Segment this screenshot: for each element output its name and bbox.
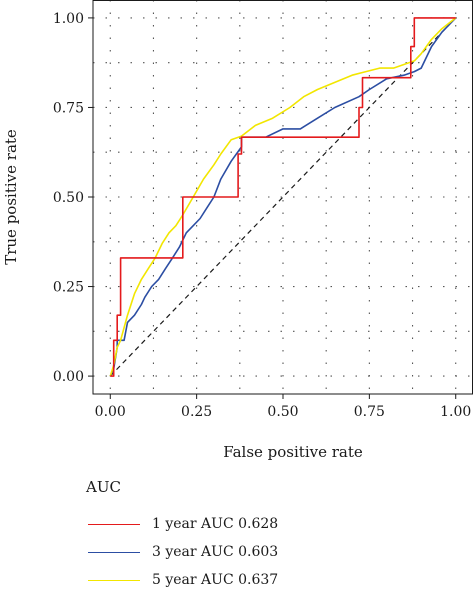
legend-item-3-year: 3 year AUC 0.603 xyxy=(86,538,278,566)
y-tick-label: 0.25 xyxy=(53,280,84,296)
roc-line-1-year xyxy=(110,17,456,377)
legend: AUC 1 year AUC 0.628 3 year AUC 0.603 5 … xyxy=(86,478,278,594)
legend-item-1-year: 1 year AUC 0.628 xyxy=(86,510,278,538)
x-tick-label: 1.00 xyxy=(440,404,471,420)
y-tick-label: 0.75 xyxy=(53,100,84,116)
legend-label-5-year: 5 year AUC 0.637 xyxy=(152,572,279,588)
x-axis-title: False positive rate xyxy=(223,443,363,461)
y-tick-label: 0.50 xyxy=(53,190,84,206)
y-tick-label: 1.00 xyxy=(53,11,84,27)
x-tick-label: 0.25 xyxy=(181,404,212,420)
legend-item-5-year: 5 year AUC 0.637 xyxy=(86,566,278,594)
legend-label-3-year: 3 year AUC 0.603 xyxy=(152,544,279,560)
reference-diagonal-line xyxy=(109,17,457,377)
x-tick-label: 0.75 xyxy=(354,404,385,420)
y-tick-label: 0.00 xyxy=(53,369,84,385)
axes: 0.00 0.25 0.50 0.75 1.00 0.00 0.25 0.50 0.75 1.00 xyxy=(53,11,471,420)
grid-lines xyxy=(93,0,473,394)
legend-label-1-year: 1 year AUC 0.628 xyxy=(152,516,279,532)
legend-key-3-year xyxy=(88,551,140,553)
roc-chart: 0.00 0.25 0.50 0.75 1.00 0.00 0.25 0.50 0.75 1.00… xyxy=(2,0,473,461)
roc-line-5-year xyxy=(109,17,457,377)
legend-title: AUC xyxy=(86,478,121,496)
series-lines xyxy=(109,17,457,377)
legend-key-5-year xyxy=(88,579,140,581)
x-tick-label: 0.50 xyxy=(267,404,298,420)
legend-key-1-year xyxy=(88,523,140,525)
y-axis-title: True positive rate xyxy=(2,129,20,265)
x-tick-label: 0.00 xyxy=(95,404,126,420)
